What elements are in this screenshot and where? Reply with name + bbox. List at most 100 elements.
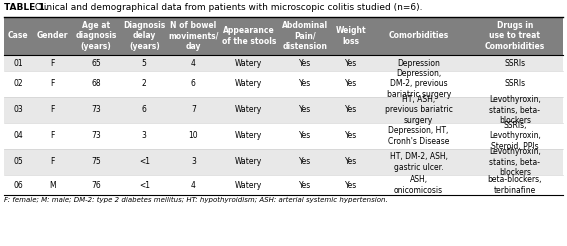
Text: M: M <box>49 181 56 189</box>
Bar <box>332 17 370 55</box>
Bar <box>370 17 467 55</box>
Text: 4: 4 <box>191 59 196 67</box>
Bar <box>278 71 332 97</box>
Text: Weight
loss: Weight loss <box>336 26 366 46</box>
Text: SSRIs: SSRIs <box>504 79 526 89</box>
Bar <box>332 97 370 123</box>
Bar <box>219 55 278 71</box>
Bar <box>168 55 219 71</box>
Bar <box>332 55 370 71</box>
Bar <box>332 175 370 195</box>
Text: TABLE 1.: TABLE 1. <box>4 3 48 12</box>
Bar <box>71 123 121 149</box>
Text: <1: <1 <box>139 157 150 167</box>
Text: 01: 01 <box>14 59 23 67</box>
Text: Comorbidities: Comorbidities <box>388 31 448 41</box>
Bar <box>219 97 278 123</box>
Bar <box>168 175 219 195</box>
Text: 3: 3 <box>191 157 196 167</box>
Text: 10: 10 <box>189 132 198 140</box>
Bar <box>33 97 71 123</box>
Bar <box>168 97 219 123</box>
Text: <1: <1 <box>139 181 150 189</box>
Bar <box>278 97 332 123</box>
Bar <box>370 97 467 123</box>
Text: F: F <box>50 59 54 67</box>
Bar <box>370 55 467 71</box>
Text: 68: 68 <box>91 79 101 89</box>
Bar <box>219 123 278 149</box>
Bar <box>332 123 370 149</box>
Text: 7: 7 <box>191 106 196 114</box>
Bar <box>4 123 33 149</box>
Text: Gender: Gender <box>36 31 68 41</box>
Bar <box>370 123 467 149</box>
Text: Diagnosis
delay
(years): Diagnosis delay (years) <box>123 21 166 51</box>
Text: 6: 6 <box>191 79 196 89</box>
Bar <box>33 17 71 55</box>
Text: Depression,
DM-2, previous
bariatric surgery: Depression, DM-2, previous bariatric sur… <box>387 69 451 99</box>
Bar <box>467 123 563 149</box>
Bar <box>4 149 33 175</box>
Bar <box>370 71 467 97</box>
Text: F: F <box>50 132 54 140</box>
Bar <box>467 175 563 195</box>
Bar <box>71 55 121 71</box>
Text: 73: 73 <box>91 106 101 114</box>
Bar <box>278 123 332 149</box>
Text: Yes: Yes <box>299 181 311 189</box>
Text: 3: 3 <box>142 132 147 140</box>
Bar <box>4 71 33 97</box>
Text: 02: 02 <box>14 79 23 89</box>
Bar <box>370 149 467 175</box>
Text: 5: 5 <box>142 59 147 67</box>
Text: 04: 04 <box>14 132 23 140</box>
Text: Levothyroxin,
statins, beta-
blockers: Levothyroxin, statins, beta- blockers <box>489 147 541 177</box>
Bar <box>33 123 71 149</box>
Text: 6: 6 <box>142 106 147 114</box>
Bar <box>219 175 278 195</box>
Text: Depression, HT,
Cronh's Disease: Depression, HT, Cronh's Disease <box>388 126 449 146</box>
Bar <box>4 97 33 123</box>
Bar <box>278 55 332 71</box>
Text: N of bowel
moviments/
day: N of bowel moviments/ day <box>168 21 219 51</box>
Bar <box>121 17 168 55</box>
Text: Abdominal
Pain/
distension: Abdominal Pain/ distension <box>282 21 328 51</box>
Text: Case: Case <box>8 31 29 41</box>
Bar <box>219 17 278 55</box>
Bar <box>121 123 168 149</box>
Bar <box>168 123 219 149</box>
Text: SSRIs: SSRIs <box>504 59 526 67</box>
Text: F: female; M: male; DM-2: type 2 diabetes mellitus; HT: hypothyroidism; ASH: art: F: female; M: male; DM-2: type 2 diabete… <box>4 197 388 203</box>
Text: Yes: Yes <box>345 132 357 140</box>
Bar <box>71 71 121 97</box>
Text: beta-blockers,
terbinafine: beta-blockers, terbinafine <box>488 175 542 195</box>
Bar <box>121 55 168 71</box>
Text: Yes: Yes <box>345 181 357 189</box>
Text: Yes: Yes <box>299 157 311 167</box>
Bar <box>121 71 168 97</box>
Text: Levothyroxin,
statins, beta-
blockers: Levothyroxin, statins, beta- blockers <box>489 95 541 125</box>
Bar <box>121 97 168 123</box>
Bar <box>33 175 71 195</box>
Bar <box>71 97 121 123</box>
Bar <box>219 149 278 175</box>
Bar <box>467 71 563 97</box>
Bar <box>278 149 332 175</box>
Text: 06: 06 <box>14 181 23 189</box>
Text: HT, ASH,
previous bariatric
surgery: HT, ASH, previous bariatric surgery <box>384 95 452 125</box>
Bar <box>33 149 71 175</box>
Bar <box>168 149 219 175</box>
Bar <box>71 17 121 55</box>
Bar <box>4 175 33 195</box>
Text: Clinical and demographical data from patients with microscopic colitis studied (: Clinical and demographical data from pat… <box>32 3 422 12</box>
Bar <box>121 175 168 195</box>
Text: SSRIs,
Levothyroxin,
Steroid, PPIs: SSRIs, Levothyroxin, Steroid, PPIs <box>489 121 541 151</box>
Bar <box>33 55 71 71</box>
Bar <box>71 175 121 195</box>
Text: Yes: Yes <box>299 132 311 140</box>
Text: Appearance
of the stools: Appearance of the stools <box>222 26 276 46</box>
Bar <box>467 55 563 71</box>
Text: HT, DM-2, ASH,
gastric ulcer.: HT, DM-2, ASH, gastric ulcer. <box>390 152 447 172</box>
Text: Watery: Watery <box>235 79 263 89</box>
